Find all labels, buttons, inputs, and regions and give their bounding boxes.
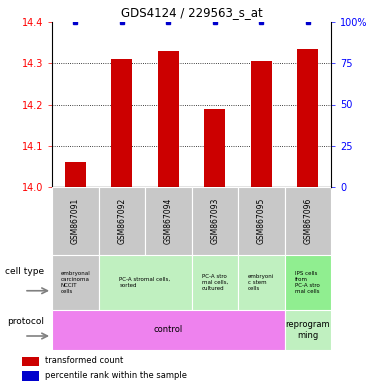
Bar — [98, 187, 145, 255]
Text: control: control — [154, 326, 183, 334]
Text: cell type: cell type — [4, 267, 44, 276]
Title: GDS4124 / 229563_s_at: GDS4124 / 229563_s_at — [121, 7, 262, 20]
Bar — [111, 59, 132, 187]
Bar — [52, 255, 98, 310]
Bar — [191, 255, 238, 310]
Text: protocol: protocol — [7, 318, 44, 326]
Bar — [22, 357, 39, 366]
Bar — [285, 310, 331, 350]
Bar — [65, 162, 86, 187]
Bar — [238, 255, 285, 310]
Text: IPS cells
from
PC-A stro
mal cells: IPS cells from PC-A stro mal cells — [295, 271, 320, 294]
Text: transformed count: transformed count — [45, 356, 124, 366]
Text: embryoni
c stem
cells: embryoni c stem cells — [248, 274, 275, 291]
Text: GSM867096: GSM867096 — [303, 198, 312, 244]
Bar — [158, 51, 179, 187]
Bar — [285, 187, 331, 255]
Text: PC-A stromal cells,
sorted: PC-A stromal cells, sorted — [119, 277, 171, 288]
Text: GSM867093: GSM867093 — [210, 198, 219, 244]
Text: GSM867091: GSM867091 — [71, 198, 80, 244]
Text: GSM867094: GSM867094 — [164, 198, 173, 244]
Bar — [22, 371, 39, 381]
Bar — [52, 187, 98, 255]
Bar — [238, 187, 285, 255]
Text: embryonal
carcinoma
NCCIT
cells: embryonal carcinoma NCCIT cells — [60, 271, 90, 294]
Bar — [191, 187, 238, 255]
Bar — [145, 187, 191, 255]
Bar — [52, 310, 285, 350]
Text: PC-A stro
mal cells,
cultured: PC-A stro mal cells, cultured — [201, 274, 228, 291]
Bar — [297, 49, 318, 187]
Text: GSM867095: GSM867095 — [257, 198, 266, 244]
Text: percentile rank within the sample: percentile rank within the sample — [45, 371, 187, 380]
Bar — [251, 61, 272, 187]
Bar — [285, 255, 331, 310]
Bar — [98, 255, 191, 310]
Bar — [204, 109, 225, 187]
Text: reprogram
ming: reprogram ming — [285, 320, 330, 340]
Text: GSM867092: GSM867092 — [117, 198, 126, 244]
